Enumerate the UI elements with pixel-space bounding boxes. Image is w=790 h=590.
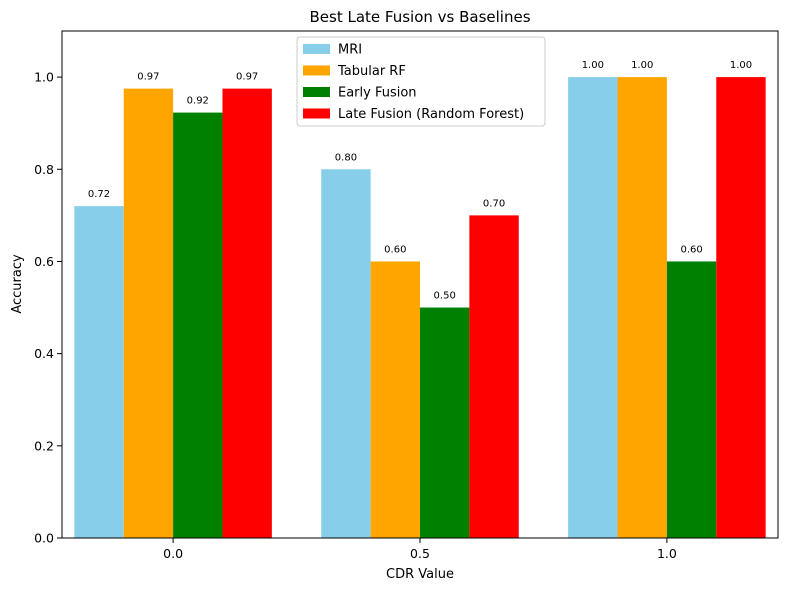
data-labels-group: 0.72 0.80 1.00 0.97 0.60 1.00 0.92 0.50 0.60 0.97… [88, 60, 752, 301]
bar-tabular-rf-2 [617, 77, 667, 538]
bar-mri-2 [568, 77, 618, 538]
data-label: 0.72 [88, 189, 110, 200]
bar-early-fusion-2 [666, 261, 717, 538]
legend-swatch [303, 87, 330, 97]
bar-tabular-rf-1 [370, 261, 420, 538]
legend-swatch [303, 108, 330, 119]
data-label: 1.00 [730, 60, 752, 71]
data-label: 0.97 [137, 72, 159, 83]
x-axis-label: CDR Value [386, 567, 454, 582]
y-axis-label: Accuracy [10, 254, 25, 314]
legend-label: Late Fusion (Random Forest) [338, 107, 524, 122]
data-label: 1.00 [582, 60, 604, 71]
bar-early-fusion-0 [173, 112, 223, 539]
bar-late-fusion-random-forest-2 [716, 77, 766, 538]
data-label: 0.60 [384, 244, 406, 255]
y-tick-label: 0.4 [34, 346, 54, 361]
bar-late-fusion-random-forest-0 [222, 88, 272, 538]
legend-label: Early Fusion [338, 86, 417, 101]
chart-title: Best Late Fusion vs Baselines [309, 8, 530, 26]
legend-label: MRI [338, 43, 362, 58]
x-tick-label: 0.5 [410, 546, 430, 561]
y-tick-label: 1.0 [34, 70, 54, 85]
x-tick-label: 0.0 [163, 546, 183, 561]
x-axis: 0.0 0.5 1.0 [163, 538, 677, 561]
legend-swatch [303, 65, 330, 76]
bar-mri-0 [74, 206, 124, 539]
legend-label: Tabular RF [337, 64, 406, 79]
data-label: 0.70 [483, 198, 505, 209]
bars-group [74, 77, 766, 539]
bar-late-fusion-random-forest-1 [469, 215, 519, 538]
data-label: 0.92 [187, 96, 209, 107]
y-tick-label: 0.2 [34, 438, 54, 453]
data-label: 0.50 [434, 291, 456, 302]
bar-tabular-rf-0 [123, 88, 174, 538]
y-axis: 0.0 0.2 0.4 0.6 0.8 1.0 [34, 70, 62, 546]
legend: MRI Tabular RF Early Fusion Late Fusion (Ra… [296, 36, 546, 127]
x-tick-label: 1.0 [657, 546, 677, 561]
legend-swatch [303, 44, 330, 54]
data-label: 0.97 [236, 72, 258, 83]
data-label: 0.80 [335, 152, 357, 163]
y-tick-label: 0.8 [34, 162, 54, 177]
y-tick-label: 0.0 [34, 531, 54, 546]
bar-mri-1 [321, 169, 371, 539]
y-tick-label: 0.6 [34, 254, 54, 269]
bar-early-fusion-1 [420, 307, 470, 538]
data-label: 0.60 [680, 244, 702, 255]
legend-box [296, 36, 546, 127]
data-label: 1.00 [631, 60, 653, 71]
